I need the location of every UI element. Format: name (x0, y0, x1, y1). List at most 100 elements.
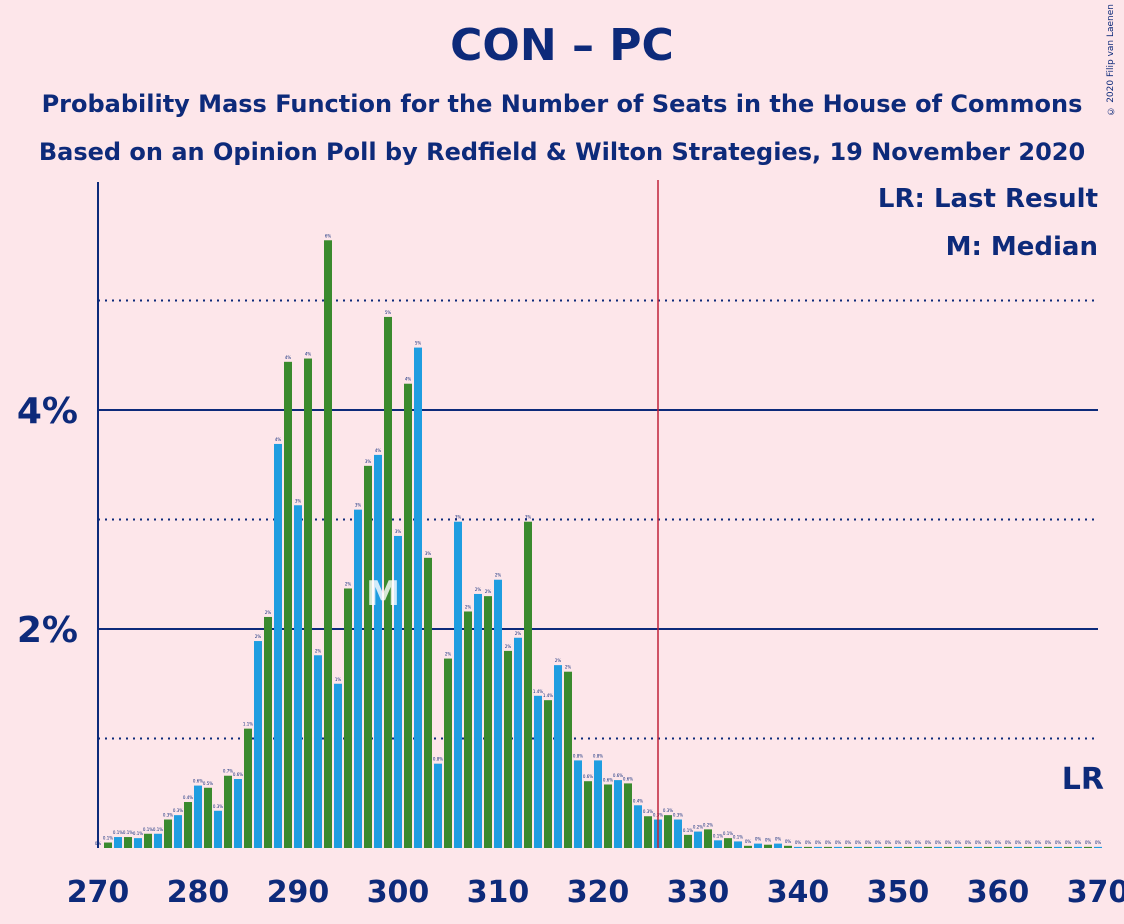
bar-value-label: 0.1% (143, 827, 153, 832)
bar-value-label: 2% (555, 658, 562, 663)
bar-value-label: 2% (485, 589, 492, 594)
bar (194, 785, 202, 848)
bar (554, 665, 562, 848)
bar (824, 846, 832, 848)
bar-value-label: 0.8% (593, 753, 603, 758)
bar-value-label: 3% (355, 503, 362, 508)
x-tick-label: 340 (767, 875, 830, 910)
bar (174, 815, 182, 848)
bar-value-label: 0% (875, 840, 882, 845)
bar-value-label: 0.5% (203, 781, 213, 786)
bar (254, 641, 262, 848)
y-tick-label: 2% (17, 610, 78, 651)
bar-value-label: 2% (445, 652, 452, 657)
bar (794, 846, 802, 848)
bar (294, 505, 302, 848)
bar (464, 611, 472, 848)
bar-value-label: 0% (985, 840, 992, 845)
bar-value-label: 0.1% (723, 831, 733, 836)
bar (924, 846, 932, 848)
bar (864, 846, 872, 848)
bar (724, 838, 732, 848)
bar-value-label: 0.8% (433, 757, 443, 762)
y-tick-label: 4% (17, 391, 78, 432)
bar (534, 695, 542, 848)
bar-value-label: 0% (855, 840, 862, 845)
bar (284, 361, 292, 848)
bar (614, 780, 622, 848)
bar (624, 783, 632, 848)
bar-value-label: 2% (465, 604, 472, 609)
bar-value-label: 0.3% (643, 809, 653, 814)
bar (974, 846, 982, 848)
bar (414, 347, 422, 848)
bar (484, 596, 492, 848)
bar-value-label: 0.2% (703, 822, 713, 827)
x-tick-label: 290 (267, 875, 330, 910)
bar (144, 833, 152, 848)
x-tick-label: 270 (67, 875, 130, 910)
bar (1094, 846, 1102, 848)
bar (914, 846, 922, 848)
bar (644, 816, 652, 848)
bar (224, 775, 232, 848)
bar (984, 846, 992, 848)
bar (804, 846, 812, 848)
bar (774, 843, 782, 848)
bar-value-label: 0.1% (733, 834, 743, 839)
bar (694, 831, 702, 848)
bar-value-label: 0.1% (103, 836, 113, 841)
bar-value-label: 0% (915, 840, 922, 845)
bar-value-label: 0% (925, 840, 932, 845)
bar (834, 846, 842, 848)
bar (944, 846, 952, 848)
chart-title: CON – PC (450, 20, 674, 71)
x-tick-label: 370 (1067, 875, 1124, 910)
bar (524, 521, 532, 848)
bar-value-label: 3% (395, 529, 402, 534)
bar-value-label: 3% (295, 498, 302, 503)
bar-value-label: 2% (565, 665, 572, 670)
bar (664, 815, 672, 848)
x-tick-label: 280 (167, 875, 230, 910)
bar-value-label: 3% (365, 459, 372, 464)
bar (494, 579, 502, 848)
bar-value-label: 4% (275, 437, 282, 442)
bar (1064, 846, 1072, 848)
bar-value-label: 0% (1035, 840, 1042, 845)
bar-value-label: 4% (405, 377, 412, 382)
bar-value-label: 0% (945, 840, 952, 845)
bar (744, 845, 752, 848)
bar (424, 557, 432, 848)
bar (674, 819, 682, 848)
bar-value-label: 1.4% (543, 693, 553, 698)
bar (784, 845, 792, 848)
bar (884, 846, 892, 848)
bar (114, 837, 122, 848)
bar-value-label: 4% (305, 352, 312, 357)
bar (214, 810, 222, 848)
bar (964, 846, 972, 848)
bar-value-label: 0% (865, 840, 872, 845)
bar-value-label: 0% (775, 837, 782, 842)
bar-value-label: 0.1% (113, 830, 123, 835)
bar (104, 842, 112, 848)
bar-value-label: 2% (515, 631, 522, 636)
bar-value-label: 2% (495, 573, 502, 578)
bar-value-label: 0.3% (663, 808, 673, 813)
bar-value-label: 0.1% (713, 833, 723, 838)
bar (434, 763, 442, 848)
bar-value-label: 0.3% (673, 813, 683, 818)
bar-value-label: 0% (755, 837, 762, 842)
bar-value-label: 0.3% (163, 813, 173, 818)
bar (544, 700, 552, 848)
bar (124, 837, 132, 848)
bar (714, 840, 722, 848)
bar (904, 846, 912, 848)
bar (384, 316, 392, 848)
bar-value-label: 0% (795, 840, 802, 845)
bar (994, 846, 1002, 848)
bar (854, 846, 862, 848)
bar-value-label: 0% (845, 840, 852, 845)
bar (1044, 846, 1052, 848)
